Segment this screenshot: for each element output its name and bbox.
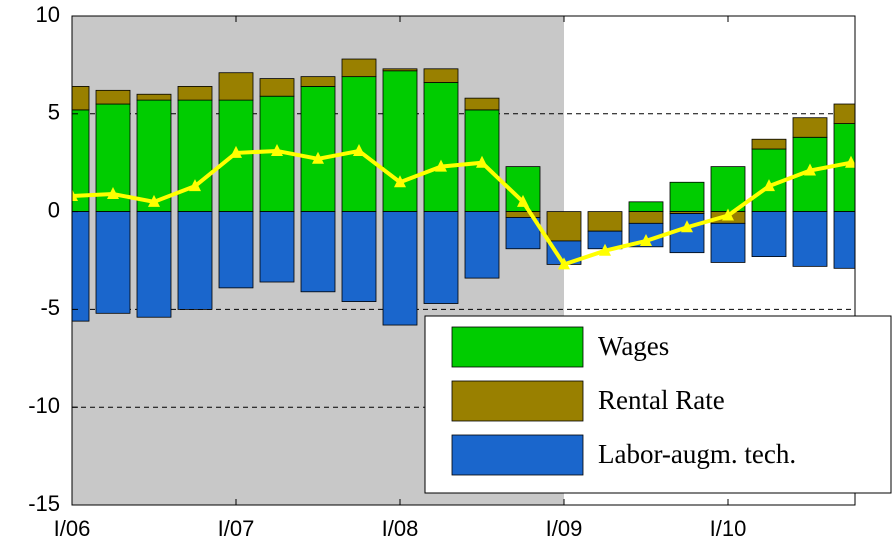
bar: [218, 72, 254, 101]
bar: [751, 211, 787, 257]
overlay: -15 -10 -5 0 5 10 I/06 I/07 I/08 I/09 I/10 Wages Ren…: [28, 2, 892, 541]
legend-swatch: [451, 326, 584, 368]
bar: [300, 86, 336, 212]
line-marker: [681, 220, 693, 233]
y-tick-label: 5: [48, 100, 60, 125]
line-marker: [640, 233, 652, 246]
line-marker: [435, 159, 447, 172]
line-marker: [148, 194, 160, 207]
legend-swatch: [451, 380, 584, 422]
y-tick-label: -15: [28, 491, 60, 516]
plot-area: [72, 16, 855, 505]
bar: [300, 76, 336, 87]
bar: [177, 99, 213, 212]
line-marker: [558, 257, 570, 270]
line-marker: [353, 143, 365, 156]
y-tick-label: 10: [36, 2, 60, 27]
legend-label: Labor-augm. tech.: [598, 439, 796, 469]
bar: [710, 222, 746, 263]
x-tick-label: I/07: [218, 516, 255, 541]
line-marker: [72, 188, 78, 201]
bar: [546, 211, 582, 242]
bar: [136, 99, 172, 212]
bar: [95, 89, 131, 105]
line-marker: [845, 155, 855, 168]
line-marker: [312, 151, 324, 164]
bar: [669, 181, 705, 212]
x-tick-label: I/09: [546, 516, 583, 541]
bar: [792, 211, 828, 267]
bar: [136, 211, 172, 318]
bar: [382, 68, 418, 72]
line-marker: [189, 179, 201, 192]
legend-label: Wages: [598, 331, 669, 361]
bar: [218, 211, 254, 289]
bar: [833, 103, 855, 124]
x-tick-label: I/10: [710, 516, 747, 541]
bar: [95, 211, 131, 314]
x-tick-label: I/08: [382, 516, 419, 541]
bar: [628, 211, 664, 224]
bar: [382, 70, 418, 212]
bar: [177, 211, 213, 310]
bar: [300, 211, 336, 293]
bar: [341, 58, 377, 78]
bar: [72, 211, 90, 322]
line-marker: [599, 243, 611, 256]
bar: [259, 78, 295, 97]
bar: [72, 109, 90, 212]
bar: [382, 211, 418, 326]
y-tick-label: -10: [28, 393, 60, 418]
plot-frame: [71, 15, 856, 506]
y-tick-label: -5: [40, 295, 60, 320]
bar: [177, 86, 213, 101]
bar: [587, 211, 623, 232]
line-marker: [763, 179, 775, 192]
bar: [72, 86, 90, 111]
legend-swatch: [451, 434, 584, 476]
line-marker: [230, 145, 242, 158]
bar: [833, 211, 855, 269]
legend-label: Rental Rate: [598, 385, 725, 415]
bar: [423, 211, 459, 304]
bar: [341, 211, 377, 302]
line-marker: [804, 163, 816, 176]
bar: [464, 97, 500, 111]
line-marker: [394, 175, 406, 188]
line-marker: [517, 194, 529, 207]
bar: [259, 211, 295, 283]
line-marker: [722, 208, 734, 221]
legend: Wages Rental Rate Labor-augm. tech.: [424, 315, 892, 494]
x-tick-label: I/06: [54, 516, 91, 541]
bar: [628, 201, 664, 213]
bar: [792, 117, 828, 138]
bar: [136, 93, 172, 101]
bar: [751, 138, 787, 150]
line-marker: [476, 155, 488, 168]
line: [72, 148, 852, 267]
line-marker: [107, 186, 119, 199]
bar: [423, 82, 459, 212]
y-tick-label: 0: [48, 197, 60, 222]
bar: [423, 68, 459, 83]
line-marker: [271, 143, 283, 156]
bar: [464, 211, 500, 279]
